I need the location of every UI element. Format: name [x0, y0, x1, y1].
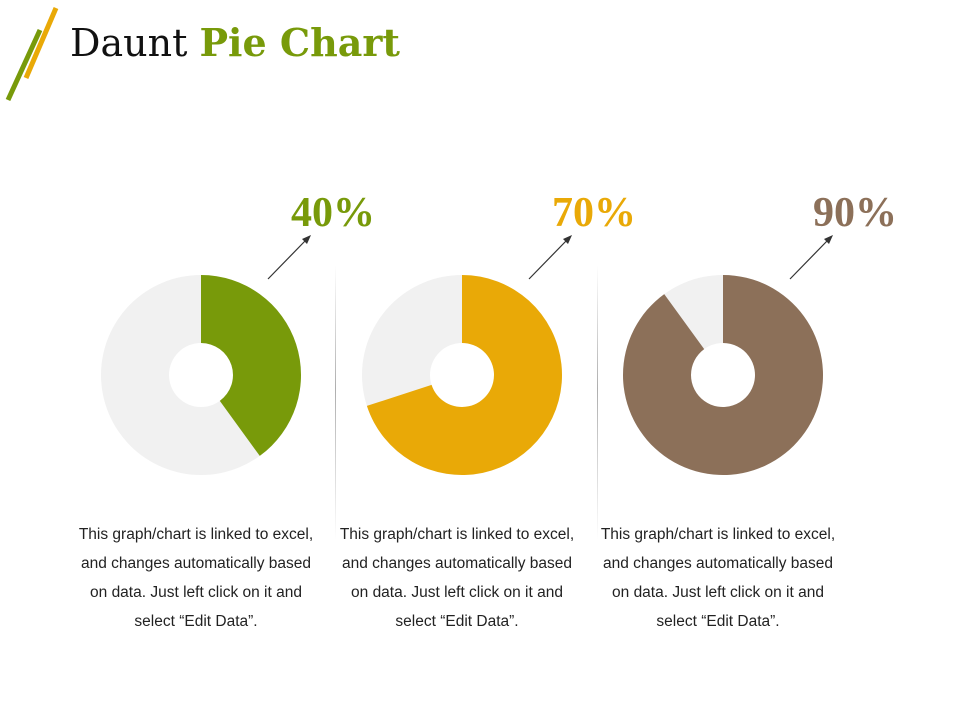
arrow-line: [528, 239, 568, 280]
arrow-icon-3: [789, 235, 833, 280]
arrow-icon-1: [267, 235, 311, 280]
percentage-label-1: 40%: [291, 190, 375, 236]
donut-slice-1[interactable]: [201, 275, 301, 456]
arrow-line: [789, 239, 829, 280]
logo-yellow-stroke: [23, 7, 59, 79]
percentage-label-2: 70%: [552, 190, 636, 236]
chart-panel-3: 90% This graph/chart is linked to excel,…: [601, 180, 897, 640]
arrow-line: [267, 239, 307, 280]
page-title-plain: Daunt: [70, 21, 188, 65]
logo-slash-icon: [5, 7, 59, 102]
arrow-head: [824, 235, 833, 244]
page-title: Daunt Pie Chart: [70, 18, 400, 68]
logo-green-stroke: [5, 28, 43, 102]
donut-chart-1: [101, 275, 301, 475]
chart-caption-1: This graph/chart is linked to excel, and…: [78, 526, 314, 630]
panel-divider-2: [597, 265, 598, 540]
arrow-head: [563, 235, 572, 244]
percentage-label-3: 90%: [813, 190, 897, 236]
donut-chart-2: [362, 275, 562, 475]
panel-divider-1: [335, 265, 336, 540]
chart-caption-3: This graph/chart is linked to excel, and…: [600, 526, 836, 630]
arrow-head: [302, 235, 311, 244]
donut-chart-3: [623, 275, 823, 475]
arrow-icon-2: [528, 235, 572, 280]
chart-caption-2: This graph/chart is linked to excel, and…: [339, 526, 575, 630]
page-title-accent: Pie Chart: [199, 20, 400, 65]
chart-panel-1: 40% This graph/chart is linked to excel,…: [79, 180, 375, 640]
chart-panel-2: 70% This graph/chart is linked to excel,…: [340, 180, 636, 640]
donut-slice-2[interactable]: [366, 275, 562, 475]
donut-slice-3[interactable]: [623, 275, 823, 475]
